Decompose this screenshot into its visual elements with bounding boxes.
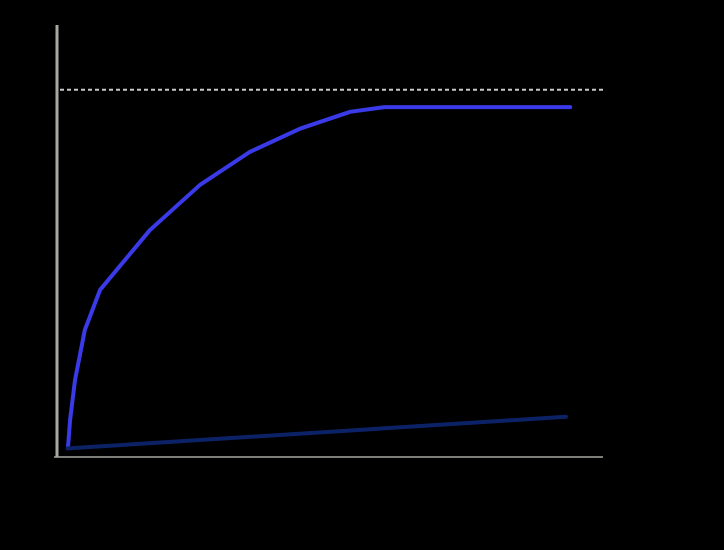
series-line — [65, 414, 568, 451]
series-line — [65, 105, 573, 451]
